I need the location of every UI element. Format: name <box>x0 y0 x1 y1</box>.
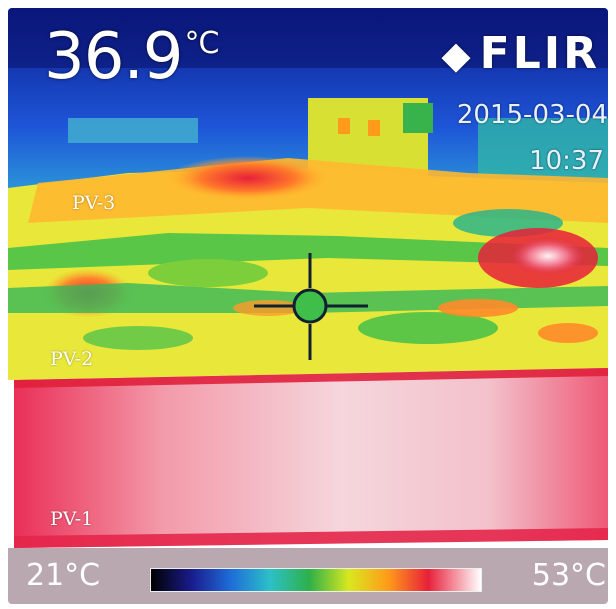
temperature-unit: °C <box>184 26 220 61</box>
pv2-label: PV-2 <box>50 348 94 370</box>
capture-date: 2015-03-04 <box>456 100 608 130</box>
scale-max-label: 53°C <box>531 558 606 593</box>
scale-min-label: 21°C <box>26 558 101 593</box>
capture-time: 10:37 <box>529 146 604 176</box>
flir-logo: ◆ FLIR <box>441 28 600 79</box>
temperature-reading: 36.9°C <box>44 20 220 94</box>
pv3-label: PV-3 <box>72 192 116 214</box>
thermal-scene <box>8 8 608 548</box>
thermal-image: 36.9°C ◆ FLIR 2015-03-04 10:37 PV-3 PV-2 … <box>8 8 608 604</box>
pv1-label: PV-1 <box>50 508 94 530</box>
pv1-panel <box>14 368 608 548</box>
color-scale-gradient <box>150 568 482 592</box>
crosshair-icon <box>254 253 368 360</box>
flir-emblem-icon: ◆ <box>441 33 474 77</box>
